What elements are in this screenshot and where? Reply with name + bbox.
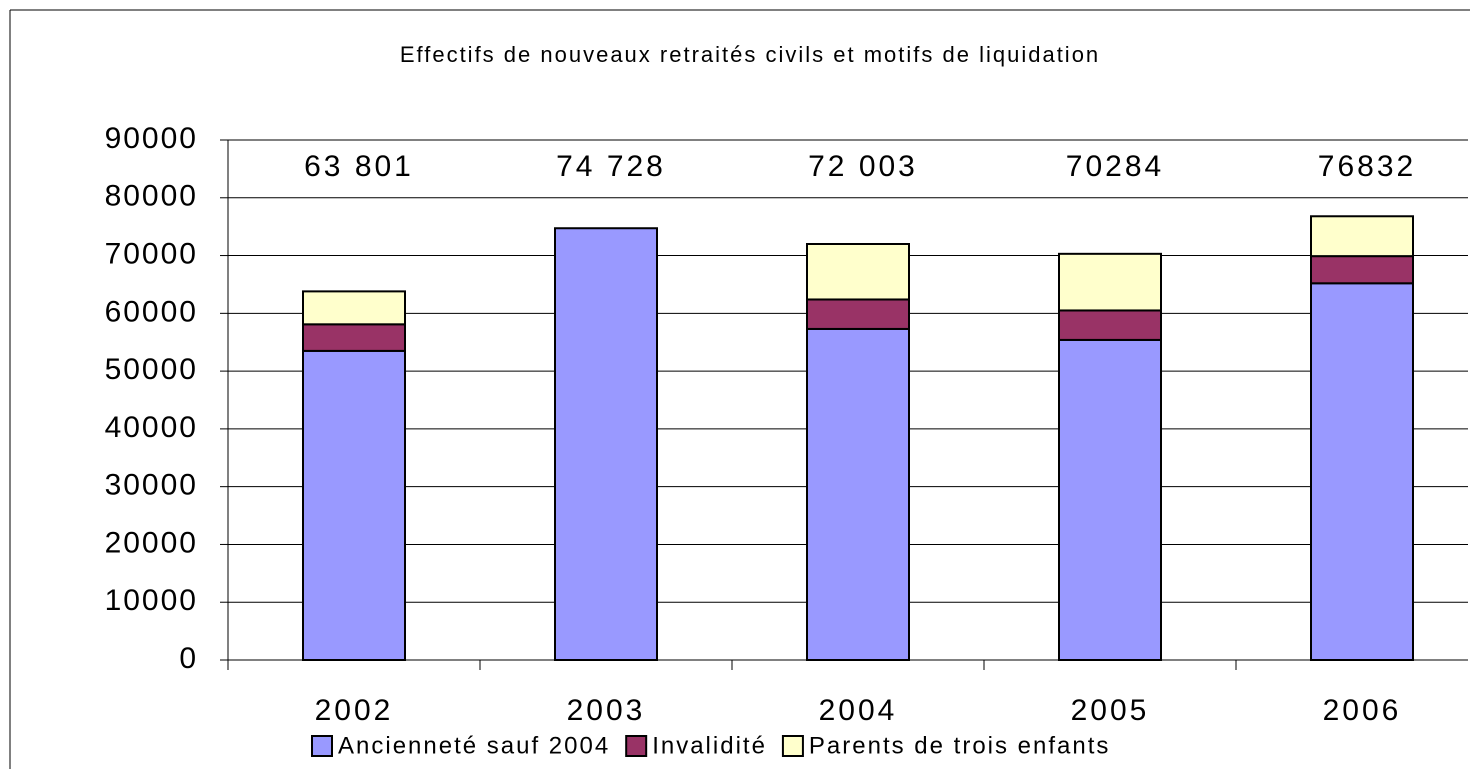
x-tick-label: 2002 <box>315 694 394 727</box>
legend-label: Parents de trois enfants <box>809 732 1110 759</box>
x-tick-label: 2006 <box>1323 694 1402 727</box>
x-tick-label: 2004 <box>819 694 898 727</box>
bar-segment <box>1058 338 1162 661</box>
y-tick-label: 40000 <box>105 411 198 444</box>
y-tick-label: 10000 <box>105 584 198 617</box>
y-tick-label: 30000 <box>105 469 198 502</box>
bar-segment <box>1310 282 1414 661</box>
y-tick-label: 0 <box>179 642 198 675</box>
bar-segment <box>1310 215 1414 258</box>
bar-segment <box>1310 255 1414 285</box>
chart-title: Effectifs de nouveaux retraités civils e… <box>400 42 1100 67</box>
legend-swatch <box>625 735 648 757</box>
y-tick-label: 50000 <box>105 353 198 386</box>
legend-swatch <box>781 735 804 757</box>
bar-segment <box>806 243 910 301</box>
legend-label: Ancienneté sauf 2004 <box>338 732 610 759</box>
x-tick-label: 2003 <box>567 694 646 727</box>
total-label: 74 728 <box>556 150 666 183</box>
total-label: 63 801 <box>304 150 414 183</box>
y-tick-label: 20000 <box>105 526 198 559</box>
total-label: 76832 <box>1318 150 1416 183</box>
bar-segment <box>806 327 910 661</box>
bar-segment <box>1058 252 1162 312</box>
bar-segment <box>554 227 658 661</box>
y-tick-label: 70000 <box>105 237 198 270</box>
total-label: 70284 <box>1066 150 1164 183</box>
legend-label: Invalidité <box>652 732 767 759</box>
bar-segment <box>302 290 406 326</box>
y-tick-label: 60000 <box>105 295 198 328</box>
legend-swatch <box>311 735 333 757</box>
bar-segment <box>1058 309 1162 341</box>
bar-segment <box>806 298 910 330</box>
y-tick-label: 80000 <box>105 180 198 213</box>
bar-segment <box>302 323 406 352</box>
total-label: 72 003 <box>808 150 918 183</box>
x-tick-label: 2005 <box>1071 694 1150 727</box>
bar-segment <box>302 349 406 661</box>
y-tick-label: 90000 <box>105 122 198 155</box>
